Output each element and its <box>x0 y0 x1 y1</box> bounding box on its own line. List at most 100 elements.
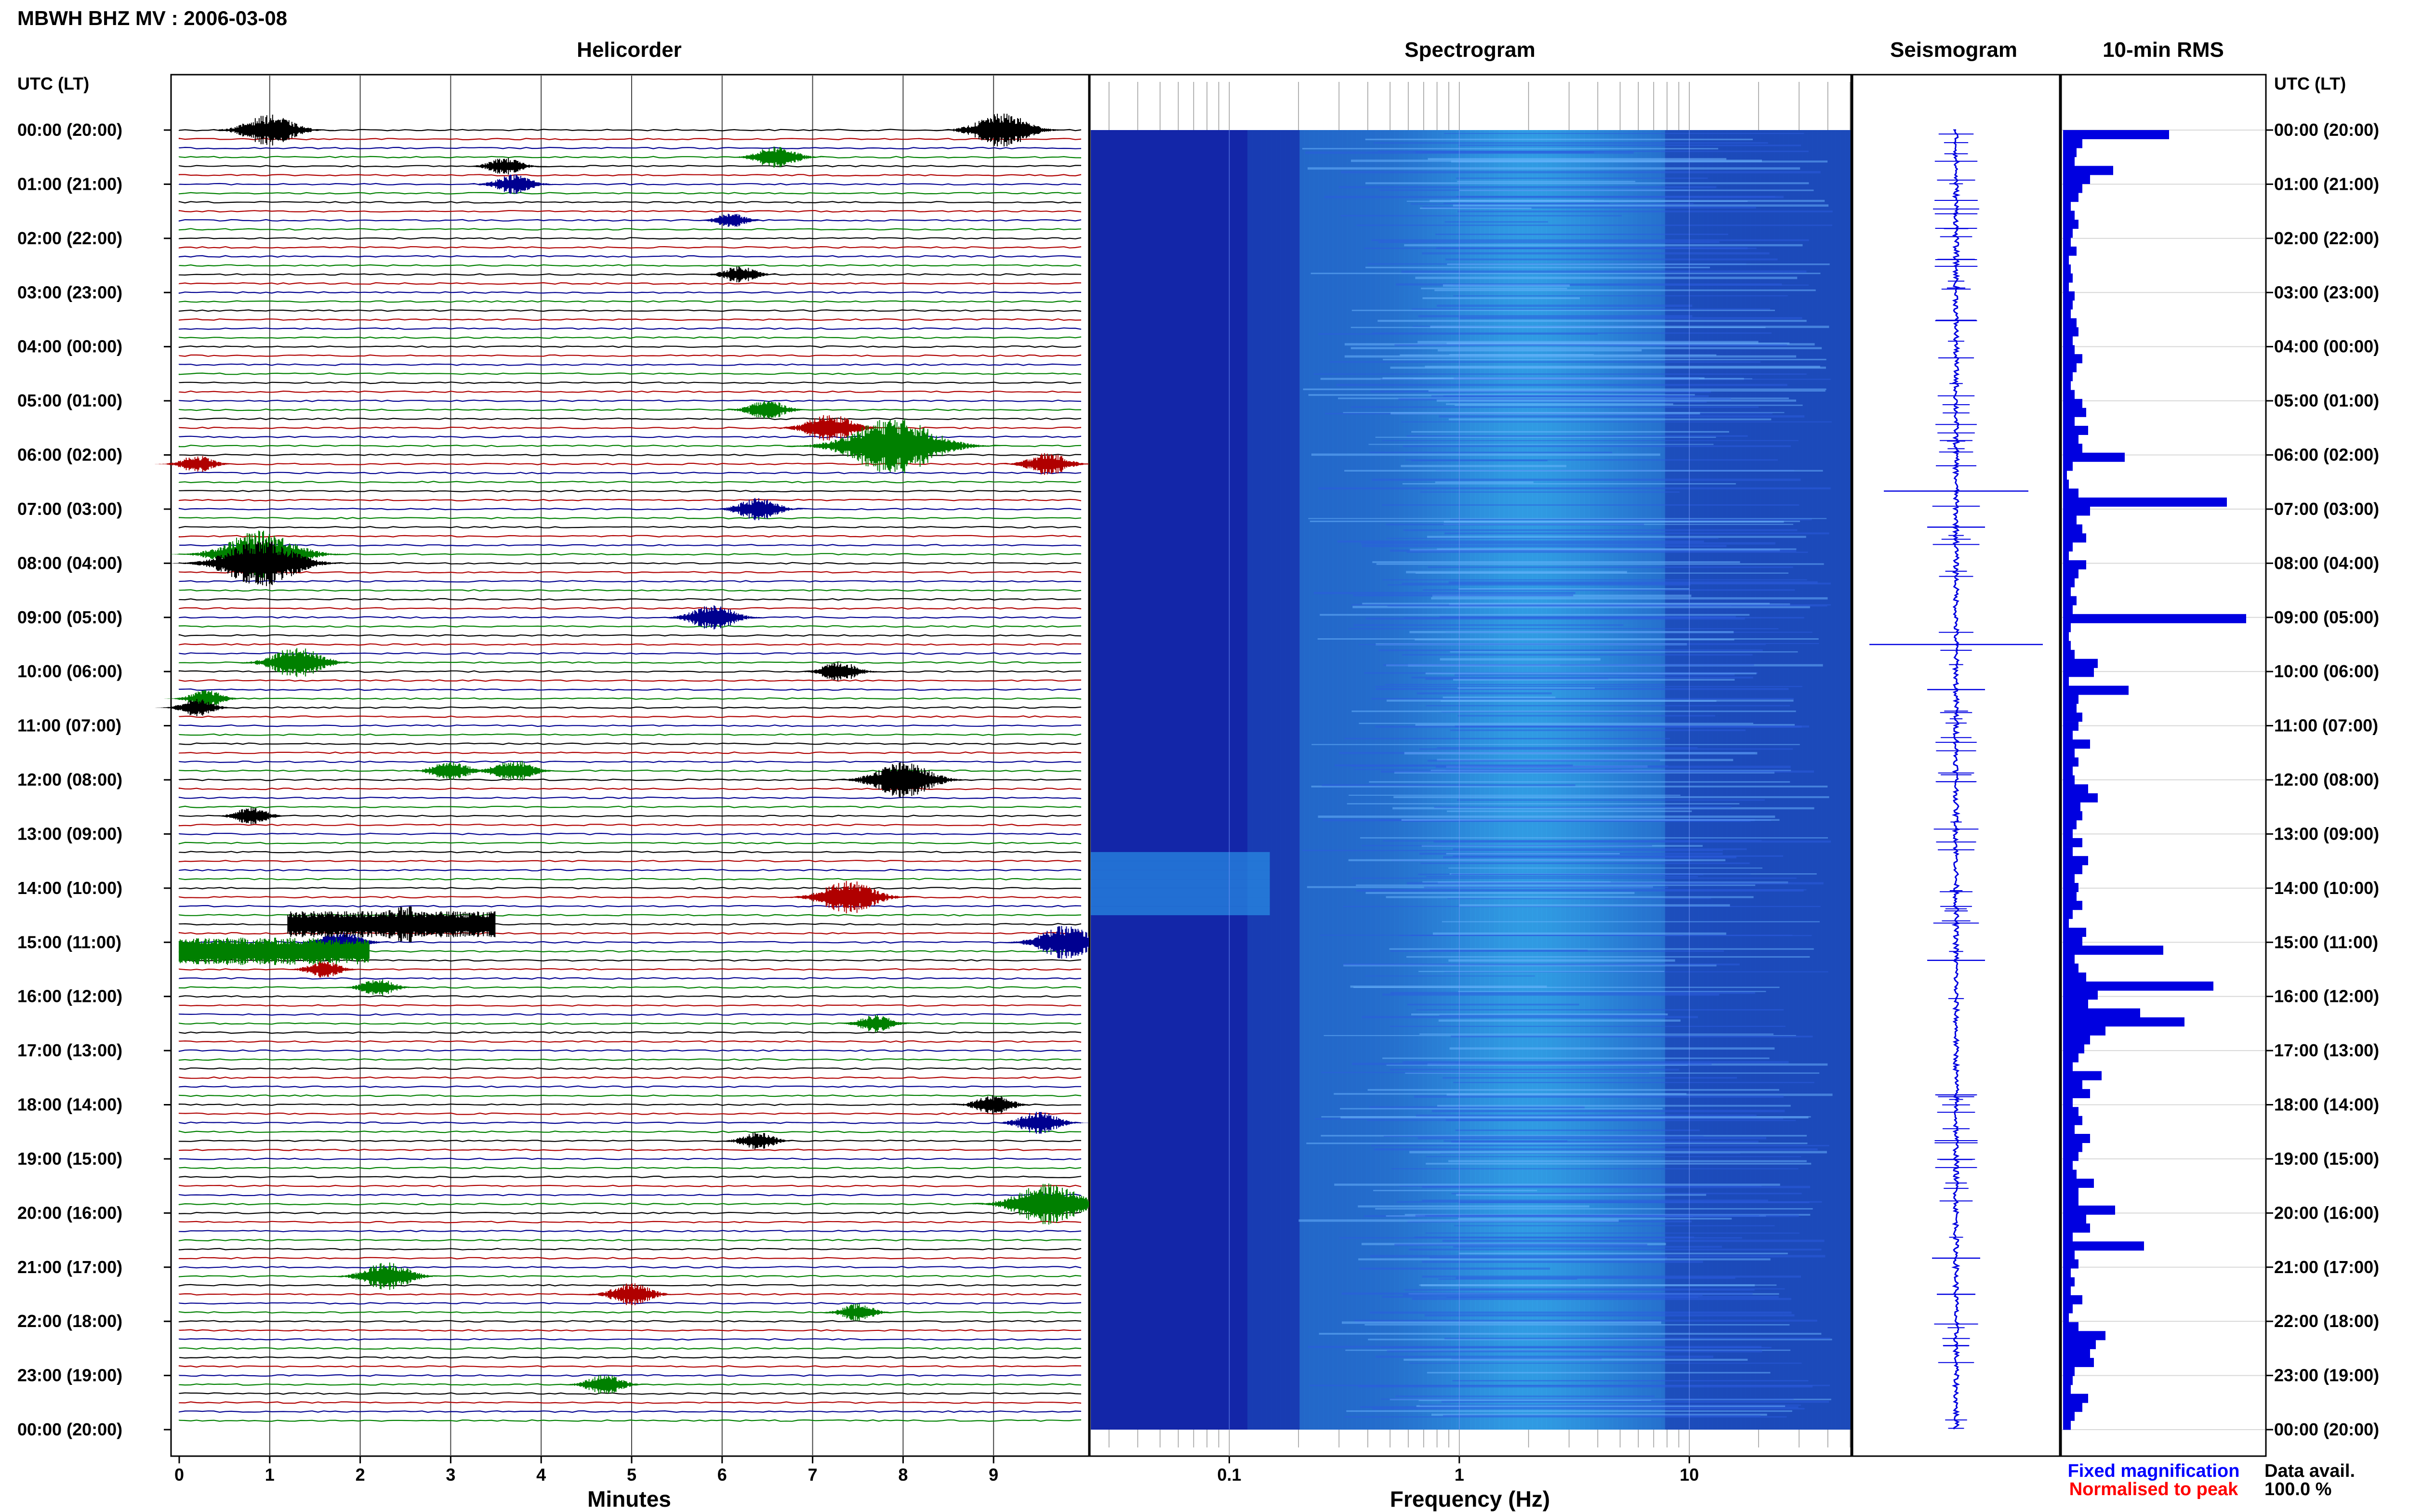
helicorder-trace <box>178 1175 1082 1179</box>
helicorder-trace <box>178 1094 1082 1097</box>
helicorder-trace <box>178 580 1082 583</box>
spectrogram-column <box>1299 130 1305 1430</box>
spectrogram-header: Spectrogram <box>1404 38 1535 62</box>
spectrogram-column <box>1674 130 1680 1430</box>
helicorder-event <box>947 1095 1041 1115</box>
helicorder-trace <box>178 1130 1082 1133</box>
spectrogram-column <box>1257 130 1262 1430</box>
spectrogram-column <box>1290 130 1296 1430</box>
spectrogram-column <box>1726 130 1732 1430</box>
spectrogram-column <box>1717 130 1722 1430</box>
rms-bar <box>2063 928 2086 937</box>
spectrogram-column <box>1385 130 1390 1430</box>
time-label-right: 22:00 (18:00) <box>2274 1311 2379 1331</box>
rms-bar <box>2063 623 2071 632</box>
helicorder-trace <box>178 273 1082 276</box>
spectrogram-column <box>1442 130 1447 1430</box>
rms-bar <box>2063 1026 2105 1036</box>
spectrogram-column <box>1480 130 1485 1430</box>
time-label-right: 17:00 (13:00) <box>2274 1040 2379 1060</box>
helicorder-trace <box>178 688 1082 691</box>
spectrogram-column <box>1598 130 1604 1430</box>
rms-bar <box>2063 506 2090 516</box>
rms-bar <box>2063 300 2073 310</box>
helicorder-trace <box>178 499 1082 501</box>
spectrogram-column <box>1741 130 1746 1430</box>
helicorder-event <box>233 648 361 677</box>
spectrogram-column <box>1446 130 1452 1430</box>
rms-bar <box>2063 658 2098 668</box>
helicorder-trace <box>178 769 1082 772</box>
helicorder-trace <box>178 1320 1082 1323</box>
spectrogram-column <box>1295 130 1300 1430</box>
helicorder-band <box>179 937 370 965</box>
legend-fixed-magnification: Fixed magnification <box>2068 1461 2240 1481</box>
helicorder-trace <box>178 715 1082 718</box>
spectrogram-column <box>1181 130 1186 1430</box>
spectrogram-column <box>1243 130 1248 1430</box>
spectrogram-column <box>1722 130 1727 1430</box>
helicorder-trace <box>178 1257 1082 1260</box>
spectrogram-column <box>1755 130 1760 1430</box>
helicorder-trace <box>178 363 1082 366</box>
rms-bar <box>2063 452 2125 462</box>
helicorder-event <box>707 498 809 520</box>
time-label-right: 13:00 (09:00) <box>2274 824 2379 843</box>
rms-bar <box>2063 497 2227 507</box>
time-label-right: 15:00 (11:00) <box>2274 932 2378 952</box>
time-label-left: 14:00 (10:00) <box>17 878 122 898</box>
time-axis-header-right: UTC (LT) <box>2274 74 2346 93</box>
helicorder-trace <box>178 1410 1082 1413</box>
spectrogram-column <box>1613 130 1618 1430</box>
rms-bar <box>2063 820 2077 829</box>
rms-bar <box>2063 766 2073 776</box>
rms-bar <box>2063 1358 2094 1367</box>
spectrogram-column <box>1518 130 1523 1430</box>
spectrogram-column <box>1570 130 1575 1430</box>
time-label-right: 00:00 (20:00) <box>2274 120 2379 140</box>
rms-bar <box>2063 739 2090 749</box>
frequency-tick-label: 0.1 <box>1217 1465 1241 1485</box>
spectrogram-column <box>1617 130 1623 1430</box>
spectrogram-column <box>1655 130 1661 1430</box>
helicorder-trace <box>178 435 1082 438</box>
helicorder-trace <box>178 472 1082 474</box>
helicorder-trace <box>178 399 1082 402</box>
helicorder-trace <box>178 1419 1082 1422</box>
minutes-tick-label: 8 <box>898 1465 908 1485</box>
rms-bar <box>2063 954 2075 964</box>
spectrogram-column <box>1684 130 1689 1430</box>
time-label-right: 09:00 (05:00) <box>2274 607 2379 627</box>
helicorder-event <box>780 881 917 914</box>
spectrogram-column <box>1546 130 1551 1430</box>
rms-bar <box>2063 1160 2073 1170</box>
helicorder-trace <box>178 535 1082 538</box>
time-label-left: 05:00 (01:00) <box>17 391 122 410</box>
spectrogram-column <box>1190 130 1196 1430</box>
helicorder-trace <box>178 1392 1082 1395</box>
spectrogram-column <box>1527 130 1533 1430</box>
rms-bar <box>2063 309 2071 319</box>
spectrogram-column <box>1095 130 1101 1430</box>
rms-bar <box>2063 1134 2090 1143</box>
helicorder-event <box>463 761 565 781</box>
spectrogram-column <box>1204 130 1210 1430</box>
spectrogram-column <box>1432 130 1438 1430</box>
spectrogram-column <box>1148 130 1153 1430</box>
helicorder-event <box>205 115 334 145</box>
minutes-tick-label: 0 <box>174 1465 184 1485</box>
spectrogram-column <box>1418 130 1424 1430</box>
spectrogram-column <box>1589 130 1594 1430</box>
rms-bar <box>2063 228 2073 238</box>
helicorder-trace <box>178 1374 1081 1377</box>
spectrogram-column <box>1556 130 1561 1430</box>
rms-bar <box>2063 1223 2090 1233</box>
minutes-axis: 0 1 2 3 4 5 6 7 8 9 <box>174 1456 998 1485</box>
helicorder-event <box>793 662 887 682</box>
rms-bar <box>2063 184 2082 193</box>
helicorder-trace <box>178 1049 1082 1052</box>
spectrogram-lowfreq-event <box>1091 852 1270 861</box>
spectrogram-column <box>1489 130 1495 1430</box>
helicorder-trace <box>178 336 1082 339</box>
spectrogram-column <box>1124 130 1129 1430</box>
